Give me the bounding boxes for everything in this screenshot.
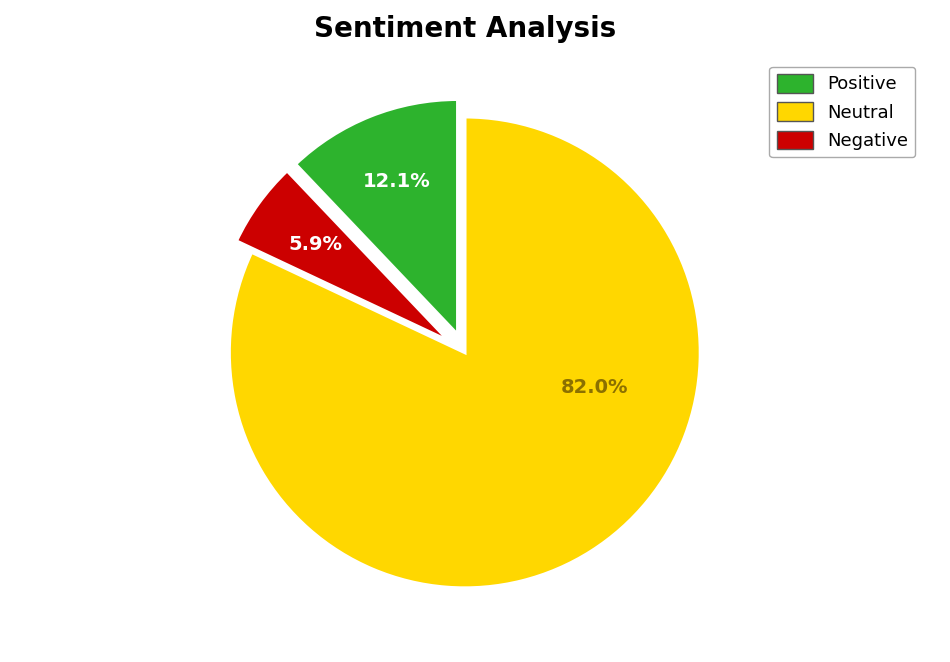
Text: 12.1%: 12.1% <box>363 172 430 191</box>
Wedge shape <box>295 99 458 335</box>
Legend: Positive, Neutral, Negative: Positive, Neutral, Negative <box>770 67 915 158</box>
Wedge shape <box>237 171 449 342</box>
Wedge shape <box>229 117 700 588</box>
Title: Sentiment Analysis: Sentiment Analysis <box>314 15 616 43</box>
Text: 82.0%: 82.0% <box>560 378 628 397</box>
Text: 5.9%: 5.9% <box>289 235 343 254</box>
